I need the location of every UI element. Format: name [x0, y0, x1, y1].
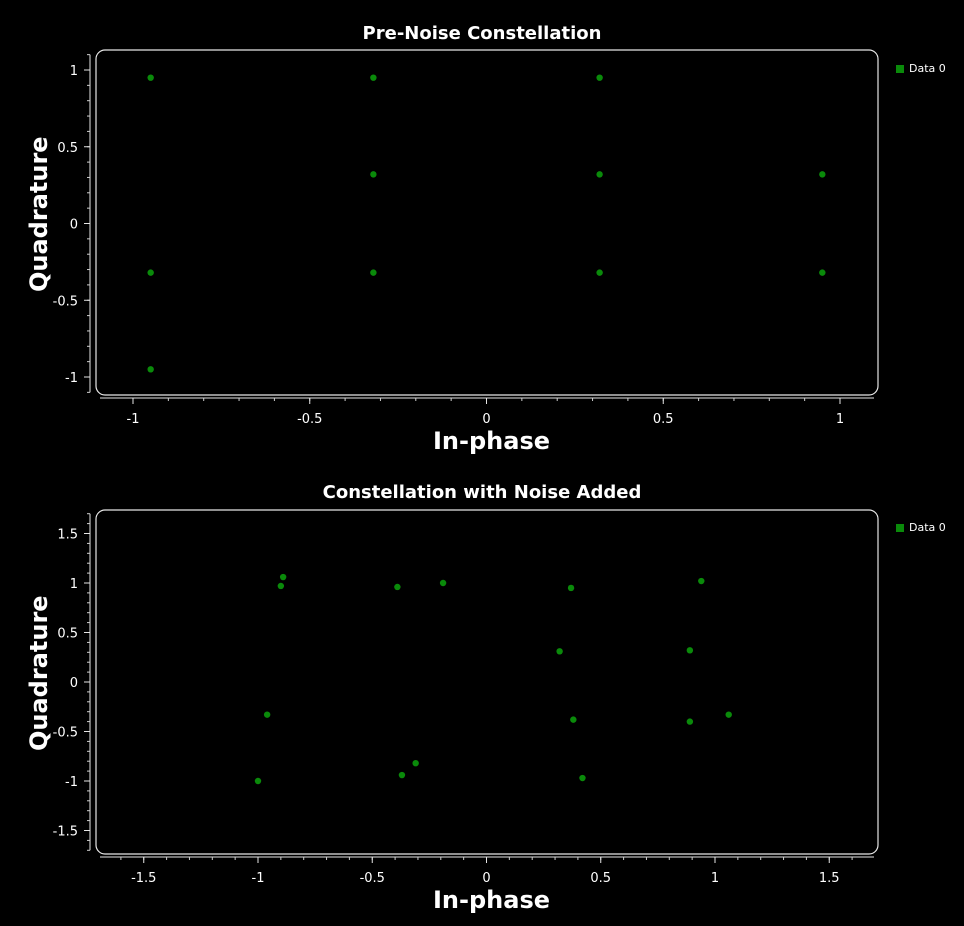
data-point	[439, 579, 447, 587]
x-tick-label: 1	[836, 412, 844, 427]
y-tick-label: -1.5	[53, 825, 78, 840]
data-point	[263, 711, 271, 718]
data-point	[567, 584, 575, 592]
data-point	[277, 582, 285, 590]
y-tick-label: 0	[70, 676, 78, 691]
plot-area-frame	[95, 509, 879, 855]
chart-title-top: Pre-Noise Constellation	[362, 23, 602, 44]
legend-top: Data 0	[896, 62, 946, 75]
data-point	[370, 269, 377, 276]
data-point	[596, 171, 603, 178]
y-tick-label: 1	[70, 577, 78, 592]
data-point	[570, 716, 577, 723]
y-tick-label: -1	[65, 371, 78, 386]
data-point	[596, 74, 603, 81]
data-point	[579, 774, 586, 782]
y-tick-label: 1.5	[57, 528, 78, 543]
x-axis-title-top: In-phase	[433, 427, 550, 455]
x-tick-label: 1	[711, 871, 719, 886]
y-tick-label: 1	[70, 64, 78, 79]
x-tick-label: -0.5	[360, 871, 385, 886]
data-point	[556, 648, 563, 655]
x-tick-label: -1.5	[131, 871, 156, 886]
legend-swatch-icon	[896, 523, 904, 532]
data-point	[147, 269, 154, 276]
legend-label: Data 0	[909, 521, 946, 534]
data-point	[279, 573, 287, 581]
data-point	[254, 777, 262, 785]
data-point	[147, 366, 154, 373]
chart-title-bottom: Constellation with Noise Added	[322, 482, 642, 503]
data-point	[370, 74, 377, 81]
x-tick-label: 0.5	[590, 871, 611, 886]
data-point	[596, 269, 603, 276]
y-tick-label: 0.5	[57, 141, 78, 156]
plot-area-frame	[95, 49, 879, 396]
legend-label: Data 0	[909, 62, 946, 75]
legend-swatch-icon	[896, 64, 904, 73]
x-tick-label: -0.5	[297, 412, 322, 427]
x-tick-label: 0.5	[653, 412, 674, 427]
x-tick-label: 1.5	[819, 871, 840, 886]
data-point	[725, 711, 732, 718]
y-tick-label: -1	[65, 775, 78, 790]
data-point	[147, 74, 154, 81]
data-point	[370, 171, 377, 178]
data-point	[819, 171, 826, 178]
data-point	[686, 718, 694, 725]
x-axis-title-bottom: In-phase	[433, 886, 550, 914]
legend-bottom: Data 0	[896, 521, 946, 534]
data-point	[819, 269, 826, 276]
x-tick-label: 0	[482, 871, 490, 886]
y-tick-label: -0.5	[53, 294, 78, 309]
data-point	[398, 771, 406, 779]
data-point	[412, 759, 419, 767]
y-tick-label: -0.5	[53, 726, 78, 741]
data-point	[686, 647, 694, 654]
y-tick-label: 0	[70, 218, 78, 233]
x-tick-label: 0	[482, 412, 490, 427]
y-tick-label: 0.5	[57, 627, 78, 642]
data-point	[394, 583, 401, 591]
x-tick-label: -1	[127, 412, 140, 427]
data-point	[698, 577, 705, 585]
x-tick-label: -1	[252, 871, 265, 886]
